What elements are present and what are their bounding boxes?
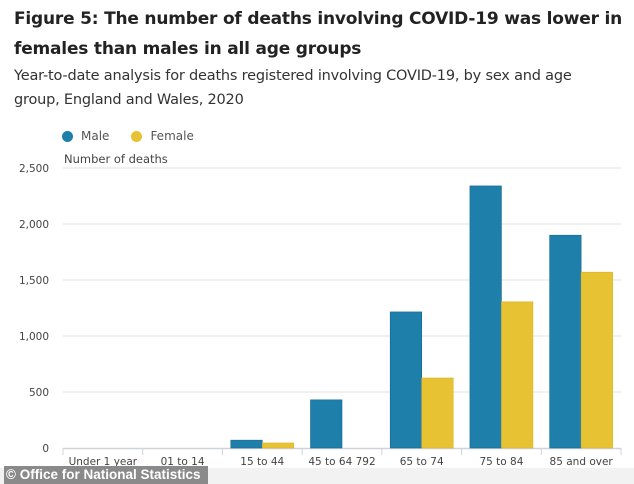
bar-male [389,311,423,449]
source-credit: © Office for National Statistics [4,466,209,484]
y-tick-label: 1,000 [19,331,49,343]
x-category-label: 45 to 64 792 [308,456,375,468]
bar-male [469,185,502,449]
legend-label-male: Male [81,129,110,143]
x-category-label: 01 to 14 [161,456,205,468]
x-category-label: 75 to 84 [479,456,523,468]
y-tick-label: 2,000 [19,219,49,231]
chart-subtitle: Year-to-date analysis for deaths registe… [14,68,572,108]
bar-male [549,234,582,449]
y-axis-title: Number of deaths [64,152,168,166]
y-tick-label: 0 [42,443,49,455]
bar-female [261,442,295,449]
legend-swatch-female [131,130,143,142]
bar-female [501,301,534,449]
x-category-label: Under 1 year [69,456,138,468]
legend-swatch-male [62,130,73,142]
legend: Male Female [62,129,216,143]
y-tick-label: 1,500 [19,275,49,287]
legend-label-female: Female [150,129,194,143]
legend-item-female[interactable]: Female [131,129,194,143]
x-category-label: 85 and over [550,456,614,468]
chart-title: Figure 5: The number of deaths involving… [14,9,623,59]
y-tick-label: 2,500 [19,163,49,175]
bar-female [580,271,613,449]
x-category-label: 65 to 74 [400,456,444,468]
y-tick-label: 500 [29,387,49,399]
bar-male [310,399,343,449]
bar-male [230,439,263,449]
x-category-label: 15 to 44 [240,456,284,468]
bar-female [421,377,454,449]
legend-item-male[interactable]: Male [62,129,109,143]
